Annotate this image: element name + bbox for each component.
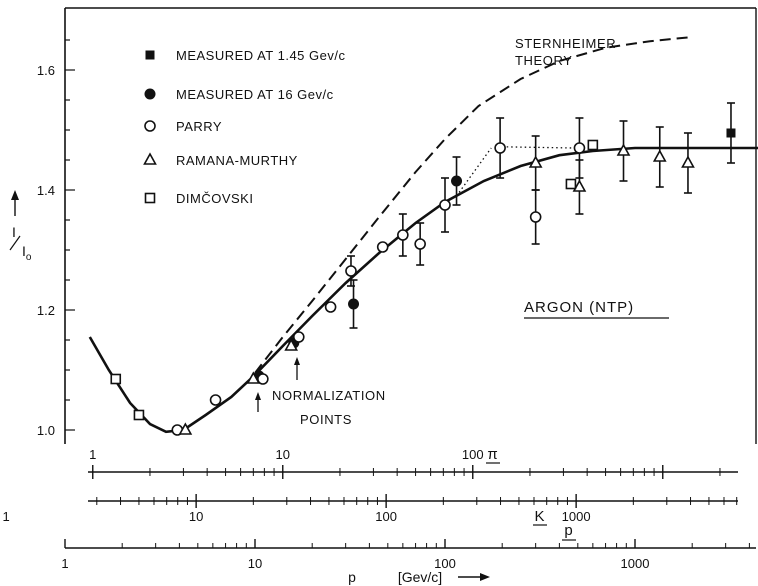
legend-item: MEASURED AT 1.45 Gev/c (145, 48, 345, 63)
data-point (209, 394, 222, 406)
data-point (348, 298, 360, 310)
data-point (292, 331, 305, 343)
annotation-normalization-line1: NORMALIZATION (272, 388, 386, 403)
secondary-tick-label: 100 (375, 509, 397, 524)
legend-marker (144, 88, 156, 100)
x-tick-label: 1000 (621, 556, 650, 571)
secondary-axis-particle: K (534, 508, 545, 525)
data-point (587, 139, 599, 151)
secondary-tick-label: 1 (89, 447, 96, 462)
legend-item: RAMANA-MURTHY (143, 152, 298, 168)
x-label-p: p (348, 569, 356, 585)
secondary-tick-label: 1000 (562, 509, 591, 524)
plot-frame: 1.0 1.2 1.4 1.6 I Io (9, 7, 757, 444)
x-label-unit: [Gev/c] (398, 569, 442, 585)
y-label-arrowhead (11, 190, 19, 200)
annotation-theory-line1: STERNHEIMER (515, 36, 616, 51)
x-tick-label: 100 (434, 556, 456, 571)
annotation-gas: ARGON (NTP) (524, 299, 634, 316)
legend-label: MEASURED AT 1.45 Gev/c (176, 48, 345, 63)
data-point (572, 179, 587, 192)
y-label-slash (9, 235, 21, 251)
data-point (246, 371, 261, 384)
legend-marker (144, 120, 156, 132)
y-tick-label: 1.6 (37, 63, 55, 78)
data-point (528, 155, 543, 168)
legend-marker (143, 152, 157, 165)
data-points (110, 102, 736, 436)
y-axis-label: I Io (9, 190, 32, 263)
data-point (494, 142, 506, 154)
legend-item: PARRY (144, 119, 222, 134)
secondary-axis-pi: 1 10 100 π (88, 446, 738, 479)
legend-marker (144, 192, 156, 204)
curves (88, 36, 758, 434)
curve-dashed (254, 36, 693, 374)
data-point (110, 373, 122, 385)
curve-dotted-1 (455, 147, 492, 197)
data-point (324, 301, 337, 313)
secondary-tick-label: 10 (189, 509, 203, 524)
data-point (652, 149, 667, 162)
data-point (451, 175, 463, 187)
data-point (376, 241, 389, 253)
normalization-arrowhead (255, 392, 261, 400)
y-tick-label: 1.0 (37, 423, 55, 438)
x-tick-label: 10 (248, 556, 262, 571)
data-point (345, 265, 357, 277)
data-point (573, 142, 586, 154)
data-point (133, 409, 145, 421)
data-point (257, 373, 269, 385)
secondary-tick-label: 100 (462, 447, 484, 462)
legend-item: MEASURED AT 16 Gev/c (144, 87, 334, 102)
legend: MEASURED AT 1.45 Gev/c MEASURED AT 16 Gev… (143, 48, 345, 206)
data-point (681, 155, 695, 168)
data-point (616, 143, 631, 156)
y-tick-label: 1.2 (37, 303, 55, 318)
y-label-denominator: Io (22, 243, 32, 263)
x-label-arrowhead (480, 573, 490, 581)
third-axis-particle: p (564, 522, 573, 539)
legend-label: DIMČOVSKI (176, 191, 253, 206)
legend-label: PARRY (176, 119, 222, 134)
main-x-axis: 1 10 100 1000 p p [Gev/c] (61, 522, 756, 585)
y-tick-label: 1.4 (37, 183, 55, 198)
legend-marker (145, 50, 155, 60)
annotations: STERNHEIMER THEORY ARGON (NTP) NORMALIZATIO… (255, 36, 669, 427)
secondary-axis-k: 1 10 100 1000 K (3, 494, 738, 526)
annotation-theory-line2: THEORY (515, 53, 573, 68)
curve-dotted-2 (502, 146, 575, 149)
data-point (178, 422, 193, 435)
data-point (529, 211, 542, 223)
legend-label: RAMANA-MURTHY (176, 153, 298, 168)
y-label-numerator: I (12, 224, 16, 240)
annotation-normalization-line2: POINTS (300, 412, 352, 427)
data-point (726, 128, 736, 138)
y-label-subscript: o (26, 252, 32, 263)
data-point (284, 338, 299, 351)
secondary-axis-particle: π (487, 446, 498, 463)
normalization-arrowhead (294, 357, 300, 365)
data-point (439, 199, 451, 211)
data-point (414, 238, 426, 250)
curve-solid (88, 146, 758, 434)
x-axis-label: p [Gev/c] (348, 569, 490, 585)
data-point (565, 178, 577, 190)
secondary-tick-label: 10 (276, 447, 290, 462)
secondary-tick-label: 1 (3, 509, 10, 524)
legend-item: DIMČOVSKI (144, 191, 253, 206)
legend-label: MEASURED AT 16 Gev/c (176, 87, 334, 102)
x-tick-label: 1 (61, 556, 68, 571)
data-point (397, 229, 409, 241)
